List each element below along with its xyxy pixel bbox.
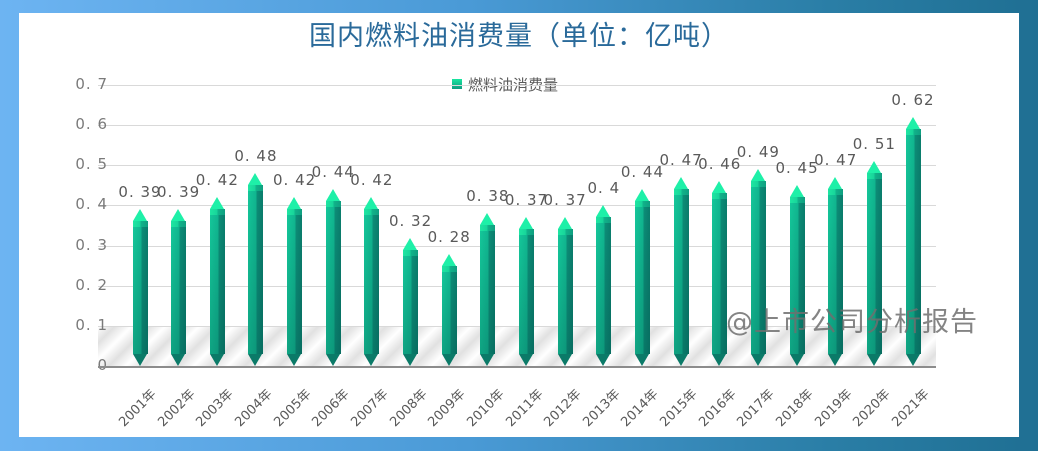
data-label: 0. 37 (543, 191, 587, 210)
y-tick-label: 0. 7 (75, 75, 108, 93)
y-tick-label: 0. 4 (75, 195, 108, 213)
legend: 燃料油消费量 (452, 74, 558, 94)
data-label: 0. 51 (852, 135, 896, 154)
data-label: 0. 42 (273, 171, 317, 190)
data-label: 0. 4 (587, 179, 621, 198)
data-label: 0. 37 (504, 191, 549, 210)
data-label: 0. 45 (775, 159, 819, 178)
data-label: 0. 42 (350, 171, 394, 190)
gridline (98, 205, 936, 206)
data-label: 0. 47 (814, 151, 858, 170)
y-tick-label: 0. 2 (75, 276, 108, 294)
data-label: 0. 48 (234, 147, 278, 166)
chart-title: 国内燃料油消费量（单位：亿吨） (309, 21, 729, 52)
data-label: 0. 32 (388, 211, 433, 230)
watermark: @上市公司分析报告 (726, 307, 978, 338)
gridline (98, 286, 936, 287)
gridline (98, 165, 936, 166)
data-label: 0. 44 (620, 163, 665, 182)
x-axis-line (98, 366, 936, 368)
data-label: 0. 39 (118, 183, 162, 202)
data-label: 0. 39 (157, 183, 201, 202)
data-label: 0. 42 (195, 171, 239, 190)
data-label: 0. 47 (659, 151, 703, 170)
data-label: 0. 38 (466, 187, 510, 206)
data-label: 0. 28 (427, 227, 471, 246)
data-label: 0. 49 (736, 143, 780, 162)
legend-label: 燃料油消费量 (468, 75, 559, 94)
data-label: 0. 44 (311, 163, 355, 182)
y-tick-label: 0. 6 (75, 115, 108, 133)
y-tick-label: 0. 1 (75, 316, 108, 334)
legend-swatch-icon (452, 79, 462, 89)
y-tick-label: 0. 5 (75, 155, 108, 173)
data-label: 0. 62 (891, 91, 935, 110)
y-tick-label: 0 (97, 356, 108, 374)
gridline (98, 125, 936, 126)
data-label: 0. 46 (698, 155, 742, 174)
gridline (98, 246, 936, 247)
gridline (98, 326, 936, 327)
y-tick-label: 0. 3 (75, 236, 108, 254)
gridline (98, 85, 936, 86)
